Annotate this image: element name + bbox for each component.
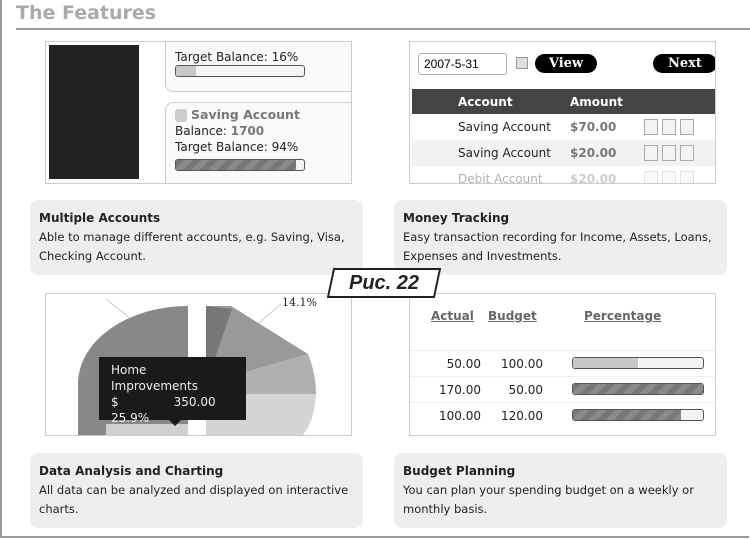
column-header-percentage[interactable]: Percentage — [584, 309, 662, 323]
actual-cell: 50.00 — [446, 357, 481, 371]
table-row: Saving Account $20.00 — [412, 140, 715, 166]
percentage-bar — [572, 357, 704, 369]
feature-multiple-accounts: Multiple Accounts Able to manage differen… — [30, 200, 363, 275]
budget-row: 170.00 50.00 — [410, 376, 715, 402]
tooltip-percent: 25.9% — [111, 411, 150, 425]
actual-cell: 100.00 — [439, 409, 481, 423]
tracking-screenshot: View Next Account Amount Saving Account $… — [409, 41, 716, 184]
budget-row: 100.00 120.00 — [410, 402, 715, 428]
leader-line — [105, 298, 132, 320]
title-divider — [16, 28, 750, 30]
feature-data-analysis: Data Analysis and Charting All data can b… — [30, 453, 363, 528]
figure-label-text: Рис. 22 — [348, 272, 420, 294]
feature-money-tracking: Money Tracking Easy transaction recording… — [394, 200, 727, 275]
feature-title: Money Tracking — [403, 211, 510, 225]
view-icon[interactable] — [644, 171, 658, 183]
column-header-budget[interactable]: Budget — [488, 309, 537, 323]
table-row: Debit Account $20.00 — [412, 166, 715, 184]
coins-icon — [175, 109, 187, 122]
percentage-bar — [572, 409, 704, 421]
feature-title: Data Analysis and Charting — [39, 464, 224, 478]
budget-screenshot: Actual Budget Percentage 50.00 100.00 170.… — [409, 293, 716, 436]
slice-label: 14.1% — [282, 296, 317, 309]
pie-slice — [106, 424, 188, 435]
accounts-screenshot: Target Balance: 16% Saving Account Balan… — [45, 41, 352, 184]
amount-cell: $70.00 — [570, 120, 617, 134]
account-cell: Saving Account — [458, 120, 551, 134]
table-row: Saving Account $70.00 — [412, 114, 715, 140]
tooltip-amount: 350.00 — [173, 395, 216, 409]
feature-text: You can plan your spending budget on a w… — [403, 483, 694, 516]
tooltip-pointer — [169, 420, 181, 426]
account-cell: Debit Account — [458, 172, 543, 184]
chart-tooltip: Home Improvements $350.00 25.9% — [99, 357, 246, 426]
target-balance-bar — [175, 65, 305, 77]
target-balance-label: Target Balance: 16% — [175, 50, 299, 64]
chart-screenshot: 14.1% Home Improvements $350.00 25.9% — [45, 293, 352, 436]
feature-text: Easy transaction recording for Income, A… — [403, 230, 712, 263]
target-balance-label: Target Balance: 94% — [175, 140, 299, 154]
target-balance-bar — [175, 159, 305, 171]
feature-text: Able to manage different accounts, e.g. … — [39, 230, 345, 263]
feature-title: Multiple Accounts — [39, 211, 161, 225]
account-card-saving: Saving Account Balance: 1700 Target Bala… — [165, 102, 351, 183]
transactions-table: Account Amount Saving Account $70.00 Savin… — [412, 89, 715, 184]
budget-cell: 100.00 — [501, 357, 543, 371]
column-header-amount: Amount — [570, 94, 623, 109]
dark-sidebar — [49, 45, 139, 179]
balance-value: 1700 — [230, 124, 265, 138]
view-icon[interactable] — [644, 145, 658, 161]
budget-row: 50.00 100.00 — [410, 350, 715, 376]
account-cell: Saving Account — [458, 146, 551, 160]
column-header-actual[interactable]: Actual — [431, 309, 474, 323]
edit-icon[interactable] — [662, 119, 676, 135]
view-icon[interactable] — [644, 119, 658, 135]
edit-icon[interactable] — [662, 145, 676, 161]
delete-icon[interactable] — [680, 171, 694, 183]
feature-budget-planning: Budget Planning You can plan your spendin… — [394, 453, 727, 528]
account-name: Saving Account — [191, 107, 300, 122]
feature-title: Budget Planning — [403, 464, 516, 478]
amount-cell: $20.00 — [570, 172, 617, 184]
budget-cell: 50.00 — [508, 383, 543, 397]
balance-label: Balance: — [175, 124, 227, 138]
actual-cell: 170.00 — [439, 383, 481, 397]
column-header-account: Account — [458, 94, 513, 109]
delete-icon[interactable] — [680, 119, 694, 135]
amount-cell: $20.00 — [570, 146, 617, 160]
feature-text: All data can be analyzed and displayed o… — [39, 483, 349, 516]
percentage-bar — [572, 383, 704, 395]
edit-icon[interactable] — [662, 171, 676, 183]
tooltip-currency: $ — [111, 395, 119, 409]
date-input[interactable] — [418, 53, 507, 75]
next-button[interactable]: Next — [653, 54, 715, 73]
page-title: The Features — [16, 2, 157, 24]
tooltip-name: Home Improvements — [111, 363, 198, 393]
delete-icon[interactable] — [680, 145, 694, 161]
figure-label: Рис. 22 — [326, 268, 442, 298]
account-card: Target Balance: 16% — [165, 42, 351, 92]
budget-cell: 120.00 — [501, 409, 543, 423]
calendar-icon[interactable] — [516, 57, 528, 69]
view-button[interactable]: View — [535, 54, 597, 73]
